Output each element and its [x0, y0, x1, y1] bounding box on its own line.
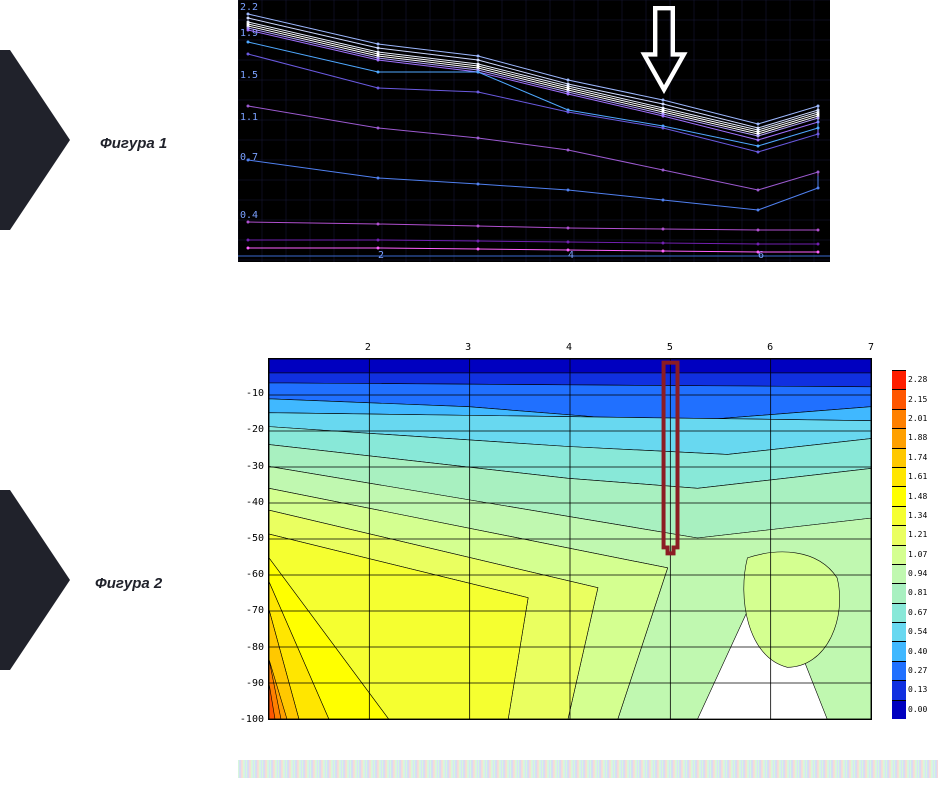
y-tick: -20: [238, 424, 264, 435]
figure-2-label: Фигура 2: [95, 575, 162, 592]
line-chart: 2.21.91.51.10.70.4246: [238, 0, 830, 262]
x-tick: 2: [365, 342, 371, 353]
y-tick: -30: [238, 461, 264, 472]
legend-row: 1.34: [892, 506, 938, 525]
legend-row: 2.28: [892, 370, 938, 389]
svg-text:2.2: 2.2: [240, 2, 258, 13]
down-arrow-icon: [640, 6, 688, 94]
figure-pointer-2: [0, 490, 70, 670]
legend-row: 0.81: [892, 583, 938, 602]
legend-row: 1.21: [892, 525, 938, 544]
y-tick: -40: [238, 497, 264, 508]
y-tick: -80: [238, 642, 264, 653]
legend-row: 1.61: [892, 467, 938, 486]
legend-row: 0.13: [892, 680, 938, 699]
legend-row: 2.15: [892, 389, 938, 408]
svg-text:1.5: 1.5: [240, 70, 258, 81]
y-tick: -60: [238, 569, 264, 580]
legend-row: 2.01: [892, 409, 938, 428]
x-tick: 3: [465, 342, 471, 353]
legend-row: 0.00: [892, 700, 938, 719]
y-tick: -50: [238, 533, 264, 544]
y-tick: -100: [238, 714, 264, 725]
legend-row: 1.07: [892, 545, 938, 564]
legend-row: 0.27: [892, 661, 938, 680]
x-tick: 6: [767, 342, 773, 353]
legend-row: 0.40: [892, 641, 938, 660]
heatmap-chart: [268, 358, 872, 720]
legend-row: 0.67: [892, 603, 938, 622]
color-legend: 2.282.152.011.881.741.611.481.341.211.07…: [892, 370, 938, 720]
legend-row: 0.94: [892, 564, 938, 583]
figure-pointer-1: [0, 50, 70, 230]
x-tick: 4: [566, 342, 572, 353]
figure-1-label: Фигура 1: [100, 135, 167, 152]
legend-row: 0.54: [892, 622, 938, 641]
y-tick: -90: [238, 678, 264, 689]
legend-row: 1.74: [892, 448, 938, 467]
svg-text:4: 4: [568, 250, 574, 261]
svg-text:1.1: 1.1: [240, 112, 258, 123]
y-tick: -70: [238, 605, 264, 616]
x-tick: 5: [667, 342, 673, 353]
noise-strip: [238, 760, 938, 778]
legend-row: 1.48: [892, 486, 938, 505]
x-tick: 7: [868, 342, 874, 353]
svg-text:0.4: 0.4: [240, 210, 258, 221]
y-tick: -10: [238, 388, 264, 399]
legend-row: 1.88: [892, 428, 938, 447]
svg-text:2: 2: [378, 250, 384, 261]
heatmap-container: 2.282.152.011.881.741.611.481.341.211.07…: [238, 340, 938, 730]
